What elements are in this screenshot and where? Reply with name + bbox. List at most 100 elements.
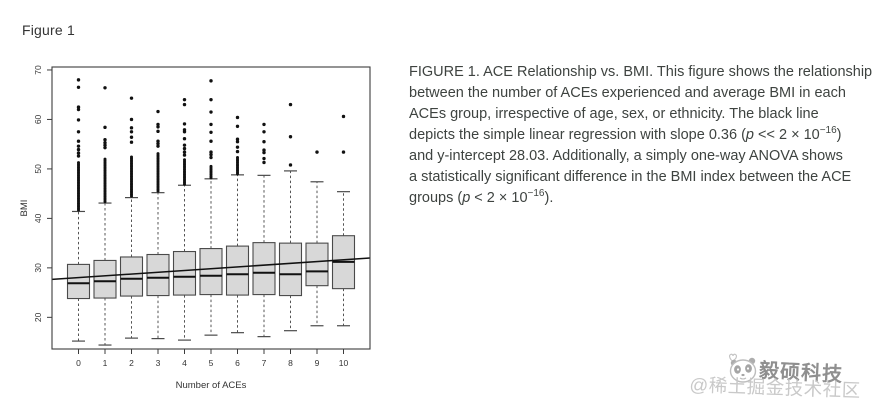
watermark: 毅硕科技 @稀土掘金技术社区: [688, 344, 876, 410]
outlier-dot: [209, 139, 213, 143]
x-tick-label: 1: [103, 358, 108, 368]
outlier-dense-dot: [183, 158, 186, 162]
outlier-dot: [209, 130, 213, 135]
outlier-dot: [103, 86, 107, 90]
outlier-dot: [235, 140, 240, 144]
y-tick-label: 20: [33, 312, 43, 322]
outlier-dot: [129, 126, 134, 130]
y-tick-label: 40: [33, 213, 43, 223]
outlier-dot: [156, 125, 160, 129]
outlier-dot: [262, 140, 266, 144]
outlier-dot: [156, 144, 160, 148]
outlier-dot: [76, 105, 81, 109]
outlier-dot: [182, 146, 187, 151]
outlier-dot: [103, 143, 107, 147]
caption-line: a statistically significant difference i…: [409, 169, 852, 185]
outlier-dense-dot: [130, 155, 133, 159]
x-tick-label: 7: [262, 358, 267, 368]
outlier-dot: [209, 110, 213, 114]
caption-line: groups (p < 2 × 10−16).: [409, 188, 554, 206]
outlier-dot: [182, 102, 187, 107]
outlier-dot: [182, 128, 187, 132]
x-tick-label: 9: [315, 358, 320, 368]
outlier-dense-dot: [156, 152, 160, 156]
x-axis-title: Number of ACEs: [176, 380, 247, 391]
outlier-dot: [235, 137, 240, 141]
outlier-dot: [103, 145, 107, 150]
caption-line: ACEs group, irrespective of age, sex, or…: [409, 106, 819, 122]
outlier-dot: [76, 118, 81, 122]
outlier-dot: [262, 150, 266, 155]
x-tick-label: 3: [156, 358, 161, 368]
outlier-dot: [76, 85, 81, 89]
box: [119, 256, 144, 297]
box: [199, 248, 223, 296]
regression-line: [51, 257, 371, 281]
x-tick-label: 8: [288, 358, 293, 368]
figure-label: Figure 1: [22, 22, 75, 38]
outlier-dot: [182, 143, 187, 147]
outlier-dot: [262, 148, 266, 152]
x-tick-label: 10: [339, 358, 349, 368]
outlier-dense-dot: [77, 161, 80, 165]
outlier-dot: [209, 122, 213, 127]
box: [93, 259, 117, 299]
outlier-dot: [182, 153, 187, 157]
figure-caption: FIGURE 1. ACE Relationship vs. BMI. This…: [409, 62, 876, 209]
outlier-dot: [182, 150, 187, 154]
x-tick-label: 4: [182, 358, 187, 368]
outlier-dot: [156, 122, 160, 127]
outlier-dot: [103, 125, 107, 130]
outlier-dot: [209, 79, 213, 83]
outlier-dot: [209, 155, 213, 160]
caption-line: between the number of ACEs experienced a…: [409, 85, 846, 101]
outlier-dot: [129, 117, 134, 122]
outlier-dot: [76, 144, 81, 148]
y-tick-label: 70: [33, 65, 43, 75]
outlier-dot: [76, 154, 81, 158]
ace-bmi-boxplot-chart: 20 30 40 50 60 70 0 1 2 3 4 5 6 7 8 9 10 Number of ACEs BM…: [19, 65, 371, 391]
outlier-dot: [182, 122, 187, 126]
box: [146, 253, 170, 297]
outlier-dot: [76, 139, 81, 143]
y-tick-label: 60: [33, 114, 43, 124]
panda-logo-icon: [728, 353, 757, 383]
box: [278, 242, 303, 297]
outlier-dot: [76, 147, 81, 152]
outlier-dot: [341, 114, 346, 119]
outlier-dense-dot: [209, 164, 213, 168]
outlier-dot: [235, 145, 240, 149]
outlier-dot: [76, 107, 81, 112]
x-tick-label: 6: [235, 358, 240, 368]
outlier-dot: [341, 150, 346, 154]
caption-line: FIGURE 1. ACE Relationship vs. BMI. This…: [409, 64, 873, 80]
outlier-dot: [156, 129, 160, 134]
x-tick-label: 0: [76, 358, 81, 368]
outlier-dot: [156, 139, 160, 143]
box: [305, 242, 329, 287]
outlier-dot: [182, 137, 187, 141]
outlier-dot: [129, 135, 134, 139]
box: [172, 250, 197, 296]
outlier-dot: [262, 130, 266, 134]
outlier-dot: [103, 138, 107, 142]
caption-line: depicts the simple linear regression wit…: [409, 125, 842, 143]
outlier-dot: [288, 163, 293, 167]
outlier-dot: [262, 160, 266, 165]
outlier-dot: [129, 140, 134, 144]
outlier-dot: [209, 152, 213, 157]
box: [252, 242, 276, 296]
outlier-dot: [76, 151, 81, 155]
outlier-dot: [315, 150, 319, 154]
x-tick-label: 2: [129, 358, 134, 368]
outlier-dot: [156, 141, 160, 146]
outlier-dot: [209, 97, 213, 102]
outlier-dot: [262, 156, 266, 161]
outlier-dot: [182, 97, 187, 102]
box: [66, 263, 91, 300]
outlier-dense-dot: [236, 156, 239, 160]
outlier-dense-dot: [103, 157, 107, 161]
outlier-dot: [235, 124, 240, 129]
outlier-dot: [288, 135, 293, 139]
